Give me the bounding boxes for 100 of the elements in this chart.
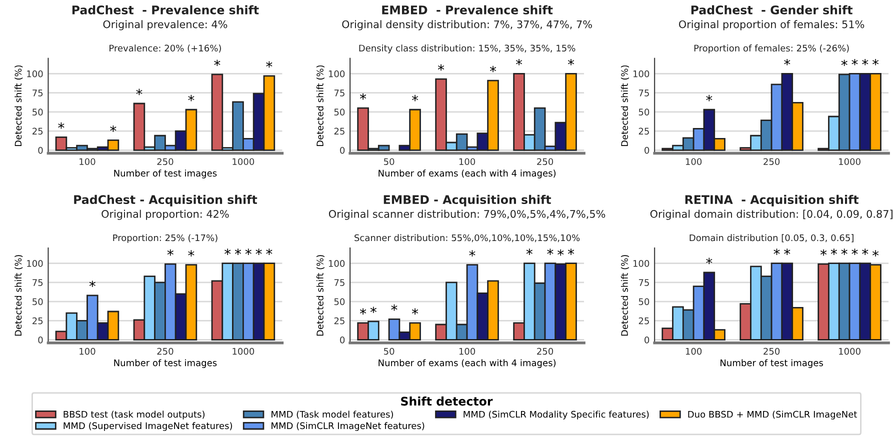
data-label: * xyxy=(360,308,366,315)
y-tick-label: 50 xyxy=(32,108,43,116)
y-axis-title: Detected shift (%) xyxy=(316,255,324,336)
data-label: * xyxy=(784,248,790,255)
legend-label: BBSD test (task model outputs) xyxy=(64,410,204,420)
x-tick-label: 1000 xyxy=(232,348,254,355)
x-axis-title: Number of test images xyxy=(114,170,217,178)
data-label: * xyxy=(412,94,418,102)
y-tick-label: 25 xyxy=(32,317,43,324)
data-label: * xyxy=(469,250,476,256)
data-label: * xyxy=(391,304,398,311)
data-label: * xyxy=(830,248,837,255)
y-tick-label: 25 xyxy=(638,317,649,324)
data-label: * xyxy=(526,248,532,255)
data-label: * xyxy=(706,258,712,264)
x-tick-label: 250 xyxy=(537,158,554,166)
data-label: * xyxy=(256,248,262,255)
data-label: * xyxy=(872,58,879,66)
x-tick-label: 100 xyxy=(686,348,702,355)
y-tick-label: 75 xyxy=(334,90,344,96)
chart-title: RETINA - Acquisition shift xyxy=(685,194,859,206)
chart-title: PadChest - Acquisition shift xyxy=(74,194,258,206)
y-tick-label: 100 xyxy=(27,260,43,267)
x-tick-label: 250 xyxy=(537,348,554,355)
y-tick-label: 0 xyxy=(340,336,345,344)
y-tick-label: 50 xyxy=(638,298,650,306)
y-tick-label: 0 xyxy=(340,146,345,154)
y-tick-label: 25 xyxy=(334,317,344,324)
y-tick-label: 75 xyxy=(638,90,649,96)
chart-title: PadChest - Gender shift xyxy=(691,5,853,14)
x-tick-label: 100 xyxy=(459,348,476,355)
y-tick-label: 100 xyxy=(328,260,345,267)
y-tick-label: 75 xyxy=(32,90,43,96)
legend-title: Shift detector xyxy=(401,396,493,406)
text: Proportion: 25% (-17%) xyxy=(113,234,218,243)
chart-subtitle: Original scanner distribution: 79%,0%,5%,4%,7%,5% xyxy=(328,210,606,220)
data-label: * xyxy=(784,58,790,66)
x-tick-label: 250 xyxy=(764,348,780,355)
data-label: * xyxy=(862,248,868,255)
x-tick-label: 1000 xyxy=(839,158,860,166)
y-tick-label: 0 xyxy=(38,146,43,154)
y-axis-title: Detected shift (%) xyxy=(620,65,630,146)
chart-subtitle: Original prevalence: 4% xyxy=(103,20,228,30)
data-label: * xyxy=(360,93,366,100)
chart-subtitle: Original domain distribution: [0.04, 0.09, 0.87] xyxy=(650,210,892,220)
data-label: * xyxy=(188,94,194,102)
data-label: * xyxy=(167,249,174,256)
y-axis-title: Detected shift (%) xyxy=(620,255,630,336)
data-label: * xyxy=(862,58,868,66)
data-label: * xyxy=(234,248,242,255)
y-tick-label: 100 xyxy=(633,260,650,267)
x-axis-title: Number of test images xyxy=(114,359,217,368)
x-tick-label: 250 xyxy=(157,348,174,355)
data-label: * xyxy=(706,94,712,102)
y-tick-label: 100 xyxy=(328,70,345,78)
text: Prevalence: 20% (+16%) xyxy=(110,44,221,53)
x-tick-label: 1000 xyxy=(232,158,254,166)
data-label: * xyxy=(136,88,142,96)
data-label: * xyxy=(558,249,564,256)
text: Domain distribution [0.05, 0.3, 0.65] xyxy=(690,234,854,242)
data-label: * xyxy=(841,60,848,66)
data-label: * xyxy=(852,248,858,255)
chart-subtitle: Original proportion: 42% xyxy=(102,210,229,220)
y-tick-label: 0 xyxy=(644,146,650,154)
chart-subtitle: Original density distribution: 7%, 37%, 47%, 7% xyxy=(342,20,592,30)
chart-title: EMBED - Acquisition shift xyxy=(384,194,552,206)
data-label: * xyxy=(568,58,574,66)
y-tick-label: 50 xyxy=(334,108,345,116)
y-tick-label: 25 xyxy=(334,128,344,135)
data-label: * xyxy=(820,249,827,256)
chart-subtitle: Original proportion of females: 51% xyxy=(678,20,864,30)
data-label: * xyxy=(516,58,522,66)
chart-title: EMBED - Prevalence shift xyxy=(382,5,553,14)
data-label: * xyxy=(89,280,96,288)
y-tick-label: 50 xyxy=(32,298,43,306)
data-label: * xyxy=(266,248,272,255)
data-label: * xyxy=(547,248,554,255)
data-label: * xyxy=(412,308,418,315)
y-axis-title: Detected shift (%) xyxy=(14,65,23,146)
x-tick-label: 1000 xyxy=(839,348,860,355)
data-label: * xyxy=(266,61,272,68)
x-tick-label: 100 xyxy=(80,158,96,166)
y-tick-label: 100 xyxy=(27,70,43,78)
y-tick-label: 50 xyxy=(334,298,345,306)
legend-label: MMD (SimCLR Modality Specific features) xyxy=(464,410,649,420)
text: Scanner distribution: 55%,0%,10%,10%,15%,10% xyxy=(354,234,580,242)
legend-label: MMD (Supervised ImageNet features) xyxy=(64,422,232,431)
x-tick-label: 250 xyxy=(764,158,780,166)
text: Proportion of females: 25% (-26%) xyxy=(694,44,849,54)
x-tick-label: 250 xyxy=(157,158,174,166)
data-label: * xyxy=(224,248,231,255)
x-tick-label: 100 xyxy=(459,158,476,166)
y-tick-label: 0 xyxy=(38,336,43,344)
y-tick-label: 0 xyxy=(644,336,650,344)
x-tick-label: 100 xyxy=(686,158,702,166)
data-label: * xyxy=(214,60,220,66)
y-tick-label: 100 xyxy=(633,70,650,78)
data-label: * xyxy=(568,248,574,255)
text: Density class distribution: 15%, 35%, 35%, 15% xyxy=(359,44,576,54)
data-label: * xyxy=(872,250,879,256)
